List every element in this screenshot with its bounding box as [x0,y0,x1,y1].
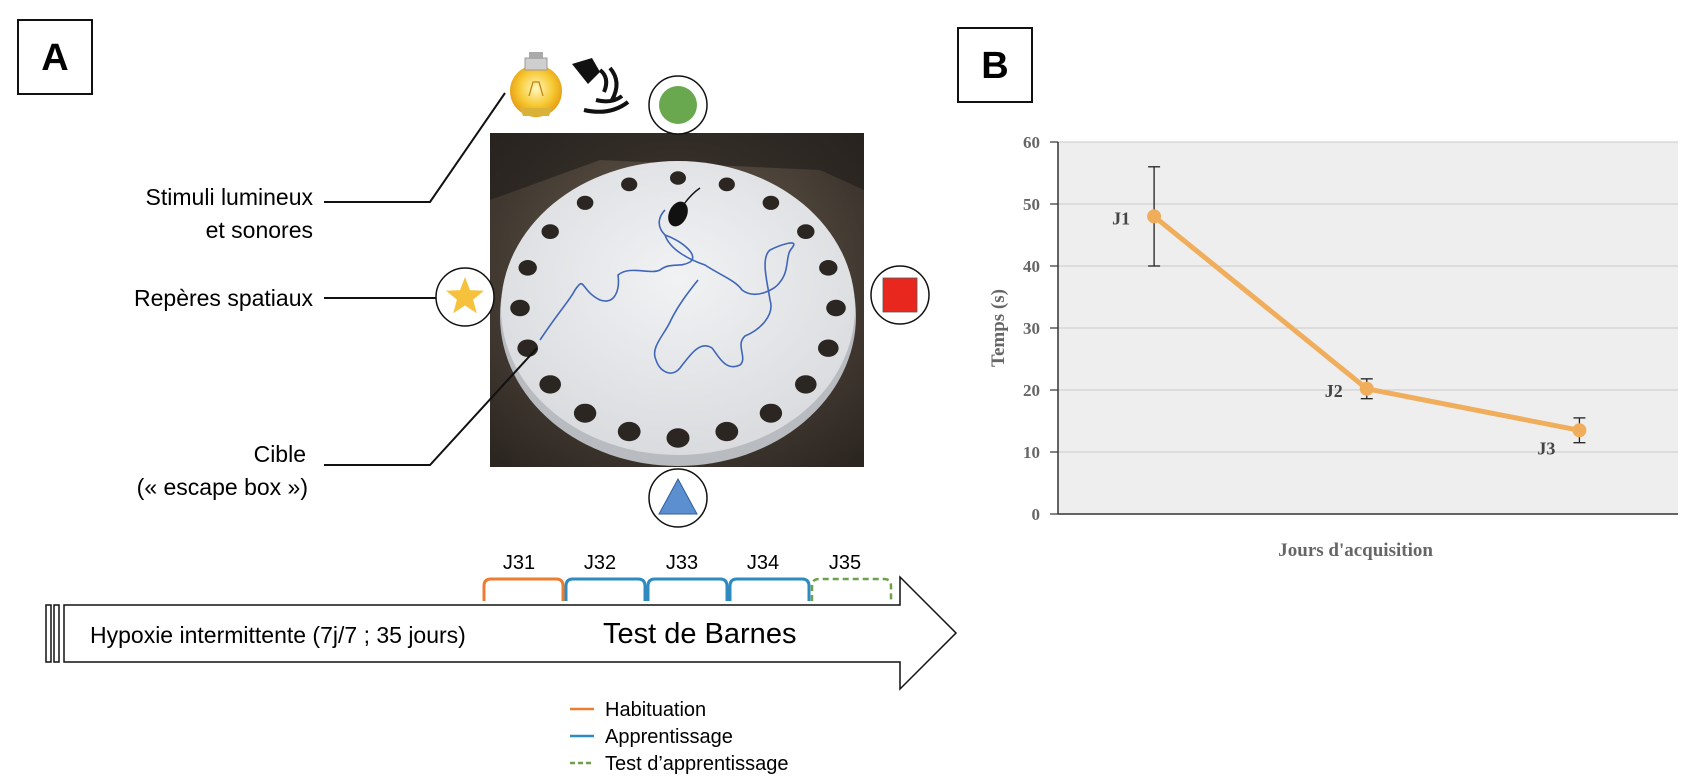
panel-b-label-box [957,27,1033,103]
maze-hole [762,195,780,210]
point-label: J1 [1112,208,1130,228]
mouse [668,201,688,227]
legend-label-learning: Apprentissage [605,726,733,748]
grid-lines [1058,141,1678,453]
bracket-j34 [728,577,811,601]
maze-hole [576,195,594,210]
annotation-target-line1: Cible [254,441,306,467]
maze-hole [818,339,839,357]
day-label-j32: J32 [584,552,616,574]
maze-hole [621,177,638,192]
panel-a-label: A [41,37,68,79]
panel-b: B 0 10 20 30 40 50 60 J1 J2 J3 Temps (s) Jours d… [957,27,1678,561]
panel-b-label: B [981,45,1008,87]
y-tick-label: 30 [1023,319,1040,338]
timeline-arrow [63,575,958,691]
bracket-j32 [564,577,647,601]
point-label: J2 [1325,381,1343,401]
data-point [1147,209,1162,224]
maze-hole [795,375,817,394]
bracket-j31 [482,577,565,601]
annotation-stimuli-line1: Stimuli lumineux [146,184,314,210]
light-bulb-icon [510,52,562,117]
maze-hole [517,339,538,357]
mouse-trajectory [539,209,795,374]
y-tick-label: 20 [1023,381,1040,400]
maze-hole [573,403,597,423]
y-tick-label: 60 [1023,133,1040,152]
timeline-legend: Habituation Apprentissage Test d’apprent… [570,699,788,775]
y-tick-label: 0 [1032,505,1041,524]
maze-hole [541,224,559,240]
annotation-spatial-cues: Repères spatiaux [134,285,313,311]
red-square-icon [870,265,930,325]
maze-hole [539,375,561,394]
bracket-j33 [646,577,729,601]
y-tick-label: 50 [1023,195,1040,214]
day-brackets [482,577,893,601]
point-label: J3 [1537,438,1555,458]
maze-hole [759,403,783,423]
yellow-star-icon [435,267,495,327]
barnes-maze-photo [490,133,864,467]
annotation-target-line2: (« escape box ») [137,474,308,500]
timeline-arrow-label: Hypoxie intermittente (7j/7 ; 35 jours) [90,622,466,648]
data-point [1572,423,1587,438]
day-label-j35: J35 [829,552,861,574]
timeline-test-label: Test de Barnes [603,618,796,650]
maze-hole [518,260,537,276]
annotation-stimuli-line2: et sonores [206,217,313,243]
data-point [1359,381,1374,396]
maze-hole [797,224,815,240]
maze-hole [617,421,641,442]
y-tick-label: 40 [1023,257,1040,276]
speaker-icon [572,58,630,114]
panel-a-label-box [17,19,93,95]
legend-label-test: Test d’apprentissage [605,753,788,775]
day-label-j33: J33 [666,552,698,574]
day-label-j34: J34 [747,552,779,574]
y-tick-label: 10 [1023,443,1040,462]
time-line-chart: 0 10 20 30 40 50 60 J1 J2 J3 Temps (s) Jours d'a… [988,133,1678,561]
x-axis-label: Jours d'acquisition [1278,540,1433,561]
blue-triangle-icon [648,468,708,528]
day-label-j31: J31 [503,552,535,574]
green-circle-icon [648,75,708,135]
maze-hole [715,421,739,442]
maze-holes [510,171,846,448]
panel-a: A [17,19,958,775]
leader-lines [324,92,538,466]
maze-hole [510,299,530,317]
maze-hole [670,171,686,185]
legend-label-habituation: Habituation [605,699,706,721]
y-ticks: 0 10 20 30 40 50 60 [1023,133,1678,524]
maze-hole [826,299,846,317]
y-axis-label: Temps (s) [988,289,1009,367]
maze-hole [718,177,735,192]
bracket-j35 [810,577,893,601]
data-points [1147,209,1587,438]
point-labels: J1 J2 J3 [1112,208,1555,458]
timeline: Hypoxie intermittente (7j/7 ; 35 jours) … [45,552,958,691]
maze-hole [819,260,838,276]
maze-hole [666,428,690,448]
